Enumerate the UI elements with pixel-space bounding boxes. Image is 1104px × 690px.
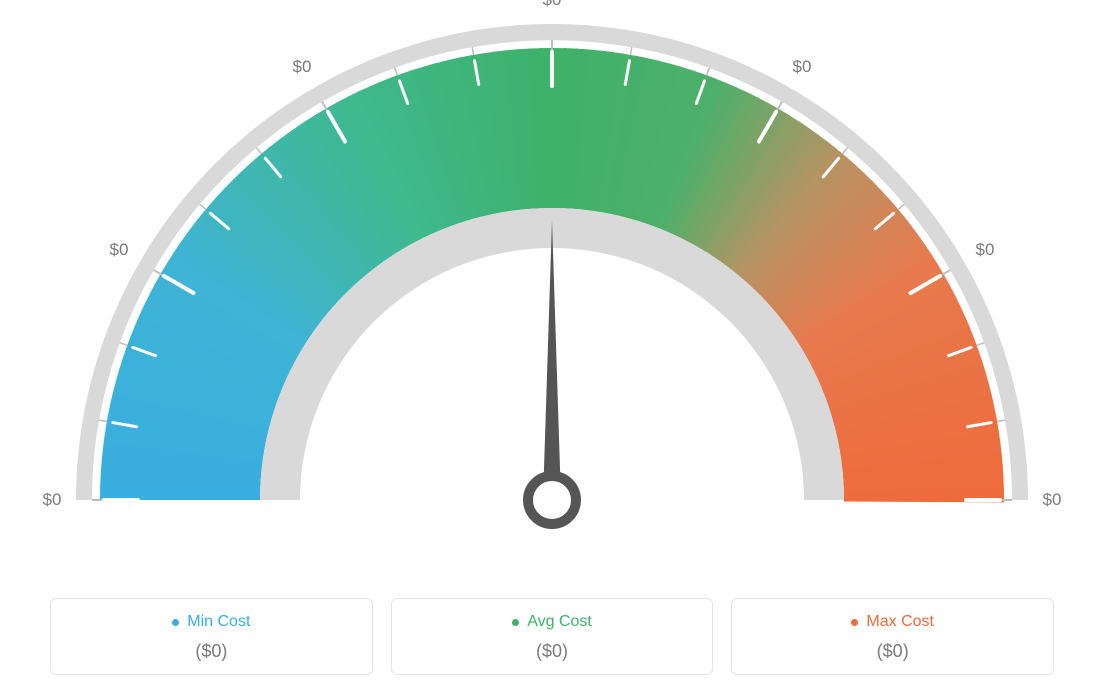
gauge-chart: $0 $0 $0 $0 $0 $0 $0	[0, 0, 1104, 560]
legend-label-max: Max Cost	[866, 613, 934, 631]
legend-card-min: Min Cost ($0)	[50, 598, 373, 676]
legend-title-min: Min Cost	[172, 613, 250, 631]
gauge-svg	[0, 0, 1104, 560]
legend-card-max: Max Cost ($0)	[731, 598, 1054, 676]
gauge-tick-label: $0	[293, 57, 312, 77]
legend-dot-min	[172, 619, 179, 626]
legend-label-min: Min Cost	[187, 613, 250, 631]
gauge-tick-label: $0	[110, 240, 129, 260]
cost-gauge-container: $0 $0 $0 $0 $0 $0 $0 Min Cost ($0) Avg Cost ($…	[0, 0, 1104, 690]
legend-value-min: ($0)	[61, 641, 362, 662]
legend-value-avg: ($0)	[402, 641, 703, 662]
legend-title-avg: Avg Cost	[512, 613, 592, 631]
gauge-tick-label: $0	[43, 490, 62, 510]
legend-card-avg: Avg Cost ($0)	[391, 598, 714, 676]
legend-title-max: Max Cost	[851, 613, 934, 631]
gauge-tick-label: $0	[976, 240, 995, 260]
gauge-tick-label: $0	[543, 0, 562, 10]
legend-row: Min Cost ($0) Avg Cost ($0) Max Cost ($0…	[50, 598, 1054, 676]
gauge-tick-label: $0	[793, 57, 812, 77]
legend-dot-max	[851, 619, 858, 626]
legend-value-max: ($0)	[742, 641, 1043, 662]
gauge-tick-label: $0	[1043, 490, 1062, 510]
legend-dot-avg	[512, 619, 519, 626]
legend-label-avg: Avg Cost	[527, 613, 592, 631]
